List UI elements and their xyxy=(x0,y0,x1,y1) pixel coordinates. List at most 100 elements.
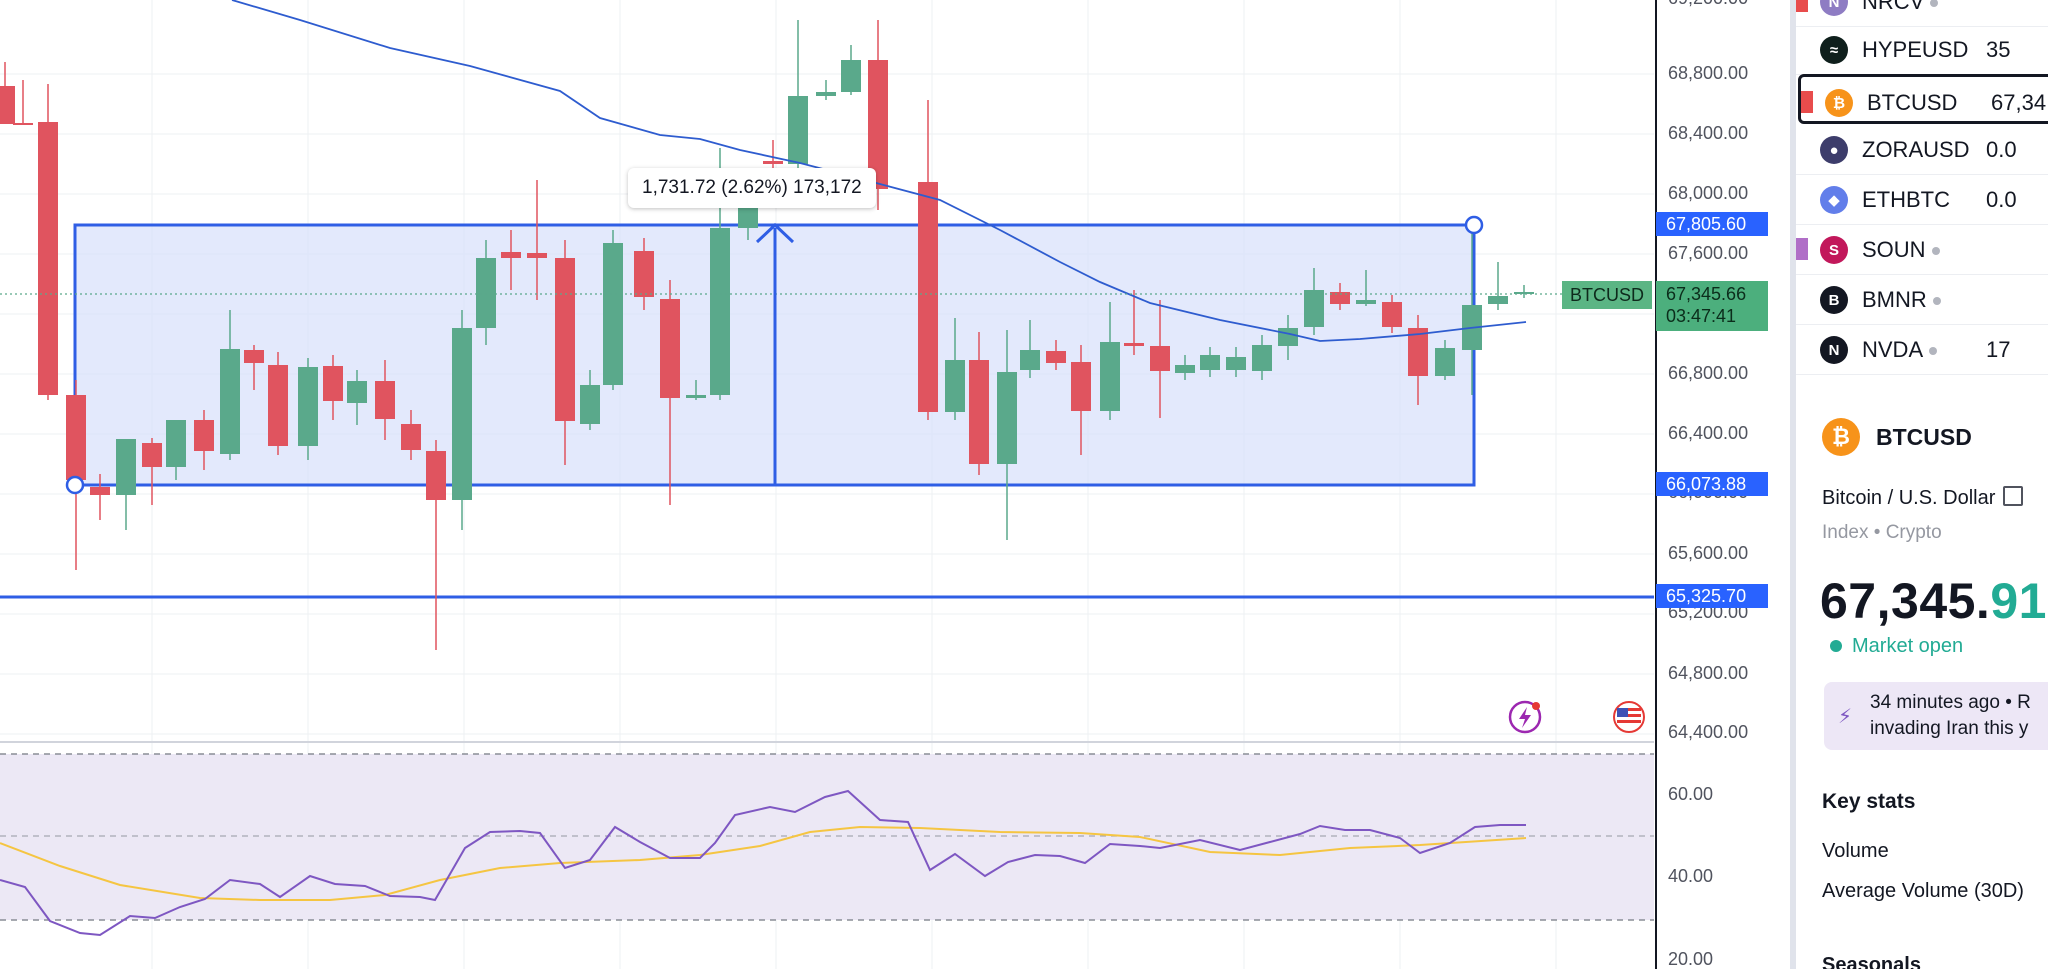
candle-body xyxy=(401,424,421,450)
watchlist-price: 17 xyxy=(1986,337,2011,362)
last-price-value: 67,345.66 xyxy=(1666,284,1747,304)
candle-body xyxy=(90,487,110,495)
watchlist-row-bmnr[interactable]: B BMNR xyxy=(1796,274,2048,325)
watchlist-row-soun[interactable]: S SOUN xyxy=(1796,224,2048,275)
candle xyxy=(527,180,547,300)
measure-tooltip: 1,731.72 (2.62%) 173,172 xyxy=(628,168,876,208)
watchlist-row-hypeusd[interactable]: ≈ HYPEUSD 35 xyxy=(1796,24,2048,75)
detail-symbol[interactable]: BTCUSD xyxy=(1876,424,1972,450)
chart-pane[interactable]: 1,731.72 (2.62%) 173,172 BTCUSD xyxy=(0,0,1654,969)
bitcoin-icon: ₿ xyxy=(1825,89,1853,117)
moving-average-line xyxy=(231,0,1527,342)
candle xyxy=(945,318,965,420)
measure-arrow-head xyxy=(755,222,795,244)
watchlist-row-nvda[interactable]: N NVDA 17 xyxy=(1796,324,2048,375)
candle-body xyxy=(452,328,472,500)
market-status-text: Market open xyxy=(1852,635,1964,657)
candle-body xyxy=(1488,296,1508,304)
watchlist-row-ethbtc[interactable]: ◆ ETHBTC 0.0 xyxy=(1796,174,2048,225)
market-status: Market open xyxy=(1830,635,1963,658)
candle xyxy=(38,84,58,400)
candle xyxy=(686,380,706,400)
watchlist-flag-icon[interactable] xyxy=(1796,238,1808,260)
status-dot-icon xyxy=(1929,347,1938,356)
candle-body xyxy=(38,122,58,395)
candle xyxy=(194,410,214,470)
candle-body xyxy=(1382,302,1402,327)
watchlist-symbol: SOUN xyxy=(1862,237,1972,263)
candle-body xyxy=(298,367,318,446)
candle-body xyxy=(660,299,680,398)
candle xyxy=(66,380,86,570)
candle xyxy=(347,370,367,425)
candle xyxy=(1304,268,1324,335)
candle xyxy=(1020,320,1040,378)
bar-countdown: 03:47:41 xyxy=(1666,306,1737,326)
candle xyxy=(90,474,110,520)
candle xyxy=(1435,340,1455,380)
candle xyxy=(375,360,395,440)
candle xyxy=(841,45,861,95)
candle-body xyxy=(1226,357,1246,370)
watchlist-row-zorausd[interactable]: ● ZORAUSD 0.0 xyxy=(1796,124,2048,175)
candle-body xyxy=(945,360,965,412)
candle xyxy=(268,352,288,455)
external-link-icon[interactable] xyxy=(2003,486,2024,506)
watchlist-flag-icon[interactable] xyxy=(1796,0,1808,12)
candle-body xyxy=(1408,328,1428,376)
candle-body xyxy=(323,366,343,401)
candle-body xyxy=(1435,348,1455,376)
rsi-band xyxy=(0,754,1654,920)
hline-price-tag: 65,325.70 xyxy=(1656,584,1768,608)
candle-body xyxy=(1150,346,1170,371)
us-flag-icon[interactable] xyxy=(1612,700,1646,734)
candle-body xyxy=(918,182,938,412)
candle-body xyxy=(1124,343,1144,346)
candle xyxy=(1330,283,1350,310)
watchlist-symbol: HYPEUSD xyxy=(1862,37,1969,62)
watchlist-price: 35 xyxy=(1986,37,2011,62)
watchlist-row-btcusd[interactable]: ₿ BTCUSD 67,34 xyxy=(1798,74,2048,124)
lightning-icon: ⚡ xyxy=(1838,706,1853,728)
candle-body xyxy=(841,60,861,92)
soundhound-icon: S xyxy=(1820,236,1848,264)
watchlist-symbol: BMNR xyxy=(1862,287,1972,313)
candle xyxy=(868,20,888,210)
watchlist-symbol: BTCUSD xyxy=(1867,90,1958,115)
news-card[interactable]: ⚡ 34 minutes ago • R invading Iran this … xyxy=(1824,682,2048,750)
watchlist-flag-icon[interactable] xyxy=(1801,91,1813,113)
watchlist-symbol: NRCV xyxy=(1862,0,1972,15)
candle-body xyxy=(268,365,288,446)
candle-body xyxy=(1175,365,1195,373)
right-panel: N NRCV ≈ HYPEUSD 35 ₿ BTCUSD 67,34 ● ZORAUSD 0.0 ◆ E… xyxy=(1796,0,2048,969)
candle xyxy=(555,240,575,465)
detail-price: 67,345.91 xyxy=(1820,572,2047,630)
candle xyxy=(501,230,521,290)
candle xyxy=(1150,300,1170,418)
candle xyxy=(1200,347,1220,377)
candle-body xyxy=(375,381,395,419)
watchlist-symbol: NVDA xyxy=(1862,337,1972,363)
rsi-line xyxy=(0,789,1526,937)
watchlist-price: 67,34 xyxy=(1991,90,2047,115)
ethereum-icon: ◆ xyxy=(1820,186,1848,214)
lightning-alert-icon[interactable] xyxy=(1508,700,1542,734)
price-chart-canvas[interactable] xyxy=(0,0,1654,969)
candle xyxy=(580,370,600,430)
panel-divider[interactable] xyxy=(1790,0,1796,969)
candle xyxy=(1046,340,1066,370)
detail-type: Index • Crypto xyxy=(1822,522,1942,543)
candle-body xyxy=(426,451,446,500)
range-handle-top-right xyxy=(1464,215,1484,235)
candle-body xyxy=(1252,345,1272,371)
candle-body xyxy=(555,258,575,421)
candle-body xyxy=(1514,292,1534,294)
detail-name[interactable]: Bitcoin / U.S. Dollar xyxy=(1822,486,2024,510)
candle xyxy=(13,80,33,125)
news-time: 34 minutes ago • R xyxy=(1870,692,2031,713)
nrcv-icon: N xyxy=(1820,0,1848,16)
seasonals-heading[interactable]: Seasonals xyxy=(1822,954,1921,969)
status-dot-icon xyxy=(1931,247,1940,256)
watchlist-row-nrcv[interactable]: N NRCV xyxy=(1796,0,2048,27)
candle-body xyxy=(1200,355,1220,370)
